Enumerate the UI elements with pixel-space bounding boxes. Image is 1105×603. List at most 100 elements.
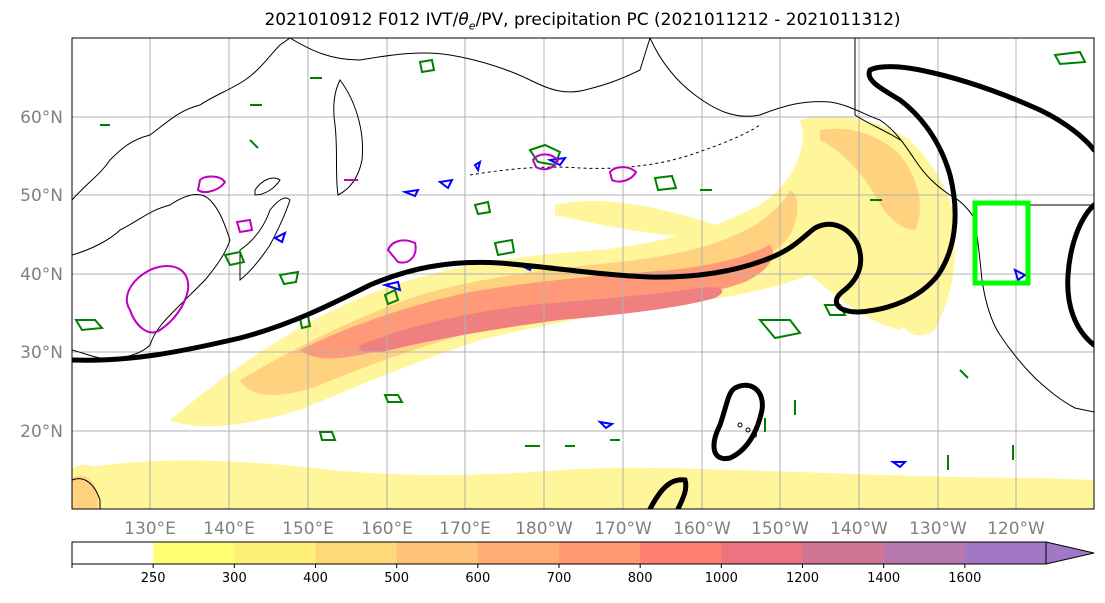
pv-contour-south bbox=[647, 477, 689, 509]
colorbar-segment bbox=[640, 542, 722, 564]
colorbar-tick-label: 1400 bbox=[867, 571, 900, 586]
green-contour-3 bbox=[473, 200, 492, 216]
lon-label-130w: 130°W bbox=[909, 519, 967, 539]
colorbar-segment bbox=[72, 542, 154, 564]
colorbar-segment bbox=[315, 542, 398, 564]
green-contour-7 bbox=[74, 319, 105, 332]
green-contour-1 bbox=[418, 58, 436, 74]
colorbar-segment bbox=[234, 542, 316, 564]
colorbar-tick-label: 800 bbox=[628, 571, 653, 586]
lat-label-50n: 50°N bbox=[20, 186, 63, 206]
colorbar-tick-label: 500 bbox=[384, 571, 409, 586]
ivt-band-core bbox=[359, 287, 723, 353]
theta-e-contours-magenta bbox=[125, 153, 638, 334]
longitude-labels: 130°E 140°E 150°E 160°E 170°E 180°W 170°… bbox=[124, 519, 1045, 539]
green-contour-13 bbox=[1053, 50, 1087, 66]
coast-philippines bbox=[72, 478, 101, 509]
lon-label-170w: 170°W bbox=[594, 519, 652, 539]
green-contour-4 bbox=[653, 174, 678, 192]
green-contour-11 bbox=[318, 431, 337, 441]
colorbar-tick-label: 1200 bbox=[786, 571, 819, 586]
pv-contour-main bbox=[72, 64, 1094, 363]
blue-contour-8 bbox=[597, 420, 615, 430]
lat-label-20n: 20°N bbox=[20, 422, 63, 442]
green-contour-6 bbox=[278, 270, 300, 286]
latitude-labels: 60°N 50°N 40°N 30°N 20°N bbox=[20, 108, 63, 442]
green-contour-8 bbox=[223, 250, 246, 267]
colorbar-segment bbox=[721, 542, 803, 564]
lon-label-160e: 160°E bbox=[361, 519, 413, 539]
pv-contours bbox=[72, 64, 1094, 509]
lon-label-130e: 130°E bbox=[124, 519, 176, 539]
blue-contour-6 bbox=[1013, 268, 1027, 282]
blue-contour-2 bbox=[437, 178, 454, 190]
colorbar-tick-label: 600 bbox=[465, 571, 490, 586]
coast-siberia-north bbox=[289, 38, 651, 93]
coast-hawaii-2 bbox=[745, 427, 751, 433]
blue-contour-4 bbox=[272, 231, 287, 244]
colorbar-tick-label: 1600 bbox=[948, 571, 981, 586]
coast-alaska bbox=[649, 38, 976, 221]
pv-contour-east bbox=[1065, 202, 1094, 348]
colorbar-tick-label: 250 bbox=[141, 571, 166, 586]
blue-contour-9 bbox=[473, 159, 482, 173]
lat-label-40n: 40°N bbox=[20, 265, 63, 285]
magenta-contour-1 bbox=[125, 265, 190, 334]
colorbar-extend-arrow bbox=[1045, 541, 1095, 565]
lat-label-30n: 30°N bbox=[20, 343, 63, 363]
title-suffix: /PV, precipitation PC (2021011212 - 2021… bbox=[475, 10, 901, 30]
colorbar: 250 300 400 500 600 700 800 1000 1200 1400 1600 bbox=[71, 541, 1095, 586]
colorbar-segment bbox=[883, 542, 966, 564]
lon-label-160w: 160°W bbox=[673, 519, 731, 539]
title-theta: θ bbox=[458, 10, 469, 30]
blue-contour-3 bbox=[381, 280, 402, 292]
title-theta-subscript: e bbox=[468, 19, 476, 33]
green-contour-14 bbox=[493, 238, 516, 257]
ivt-band-mid-north bbox=[820, 128, 920, 230]
map-title: 2021010912 F012 IVT/θe/PV, precipitation… bbox=[0, 10, 1105, 32]
coastlines bbox=[72, 38, 1094, 509]
magenta-contour-3 bbox=[386, 239, 417, 264]
pv-contour-hawaii bbox=[711, 382, 765, 462]
colorbar-segment bbox=[802, 542, 885, 564]
coast-hawaii-1 bbox=[737, 422, 743, 428]
colorbar-segment bbox=[153, 542, 235, 564]
colorbar-segment bbox=[396, 542, 479, 564]
magenta-contour-4 bbox=[531, 153, 560, 171]
coast-kamchatka bbox=[333, 79, 364, 196]
lon-label-140w: 140°W bbox=[830, 519, 888, 539]
lat-label-60n: 60°N bbox=[20, 108, 63, 128]
theta-e-contours-green bbox=[74, 50, 1087, 470]
lon-label-170e: 170°E bbox=[439, 519, 491, 539]
colorbar-segment bbox=[559, 542, 641, 564]
ivt-band-low-east bbox=[880, 198, 955, 336]
colorbar-tick-label: 300 bbox=[222, 571, 247, 586]
border-ak-canada bbox=[854, 38, 901, 141]
colorbar-tick-label: 400 bbox=[303, 571, 328, 586]
blue-contour-1 bbox=[401, 188, 420, 198]
colorbar-segment bbox=[477, 542, 560, 564]
coast-japan bbox=[239, 177, 291, 282]
region-box bbox=[972, 200, 1031, 286]
lon-label-150e: 150°E bbox=[282, 519, 334, 539]
lon-label-150w: 150°W bbox=[751, 519, 809, 539]
green-contour-9 bbox=[757, 319, 802, 340]
green-contour-5 bbox=[383, 288, 400, 306]
lon-label-180w: 180°W bbox=[515, 519, 573, 539]
ivt-band-low-north bbox=[555, 200, 719, 238]
ivt-band-low-south bbox=[72, 460, 1094, 509]
lon-label-140e: 140°E bbox=[203, 519, 255, 539]
colorbar-tick-label: 700 bbox=[547, 571, 572, 586]
title-prefix: 2021010912 F012 IVT/ bbox=[264, 10, 459, 30]
green-contour-26 bbox=[249, 139, 259, 149]
coast-na-west bbox=[974, 219, 1094, 413]
map-border bbox=[71, 37, 1095, 510]
colorbar-tick-label: 1000 bbox=[705, 571, 738, 586]
colorbar-segment bbox=[964, 542, 1047, 564]
magenta-contour-6 bbox=[235, 218, 254, 234]
magenta-contour-5 bbox=[608, 166, 638, 183]
lon-label-120w: 120°W bbox=[987, 519, 1045, 539]
green-contour-24 bbox=[959, 369, 969, 379]
magenta-contour-2 bbox=[196, 175, 227, 193]
